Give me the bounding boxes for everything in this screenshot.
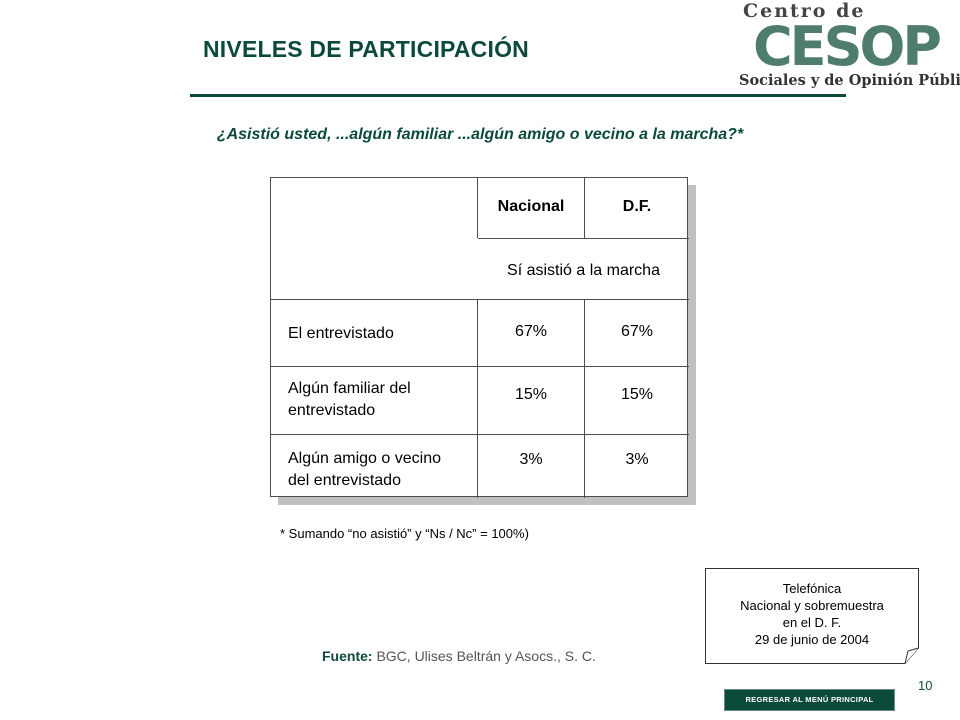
value-df: 15% (620, 386, 654, 403)
table-hline-row1 (271, 366, 689, 367)
note-text: Telefónica Nacional y sobremuestra en el… (705, 568, 919, 648)
row-label: Algún familiar del entrevistado (288, 378, 411, 422)
logo-line2: Sociales y de Opinión Pública (739, 72, 960, 89)
table-vline-left-body (477, 299, 478, 498)
table-hline-header (271, 299, 689, 300)
cesop-logo: Centro de Estudios CESOP Sociales y de O… (735, 0, 960, 96)
table-vline-mid (584, 178, 585, 238)
header-divider (190, 94, 846, 97)
note-line: Telefónica (782, 581, 842, 596)
row-label-line: Algún familiar del (288, 380, 411, 397)
row-label-line: El entrevistado (288, 325, 394, 342)
note-line: 29 de junio de 2004 (754, 632, 870, 647)
value-nacional: 15% (514, 386, 548, 403)
source-credit: Fuente: BGC, Ulises Beltrán y Asocs., S.… (322, 648, 596, 664)
logo-mark: CESOP (737, 20, 955, 72)
column-subheader: Sí asistió a la marcha (507, 262, 660, 279)
value-df: 3% (625, 451, 649, 468)
value-df: 67% (620, 323, 654, 340)
row-label-line: Algún amigo o vecino (288, 450, 441, 467)
row-label-line: del entrevistado (288, 472, 401, 489)
column-header-nacional: Nacional (497, 198, 565, 215)
note-shape (705, 568, 919, 664)
page-title: NIVELES DE PARTICIPACIÓN (203, 36, 529, 62)
column-header-df: D.F. (622, 198, 652, 215)
table-hline-row2 (271, 434, 689, 435)
table-vline-mid-body (584, 299, 585, 498)
row-label-line: entrevistado (288, 402, 376, 419)
logo-mark-text: CESOP (753, 20, 940, 72)
results-table: Nacional D.F. Sí asistió a la marcha El … (270, 177, 689, 498)
source-label: Fuente: (322, 648, 373, 664)
source-text: BGC, Ulises Beltrán y Asocs., S. C. (372, 648, 596, 664)
row-label: El entrevistado (288, 323, 394, 345)
row-label: Algún amigo o vecino del entrevistado (288, 448, 441, 492)
value-nacional: 67% (514, 323, 548, 340)
page-number: 10 (918, 678, 933, 693)
table-vline-left (477, 178, 478, 238)
value-nacional: 3% (519, 451, 543, 468)
table-hline-subheader (478, 238, 689, 239)
table-footnote: * Sumando “no asistió” y “Ns / Nc” = 100… (280, 526, 529, 541)
back-to-main-menu-button[interactable]: REGRESAR AL MENÚ PRINCIPAL (724, 689, 895, 711)
note-line: en el D. F. (782, 615, 842, 630)
survey-note: Telefónica Nacional y sobremuestra en el… (705, 568, 919, 664)
note-line: Nacional y sobremuestra (740, 598, 884, 613)
survey-question: ¿Asistió usted, ...algún familiar ...alg… (216, 126, 744, 143)
